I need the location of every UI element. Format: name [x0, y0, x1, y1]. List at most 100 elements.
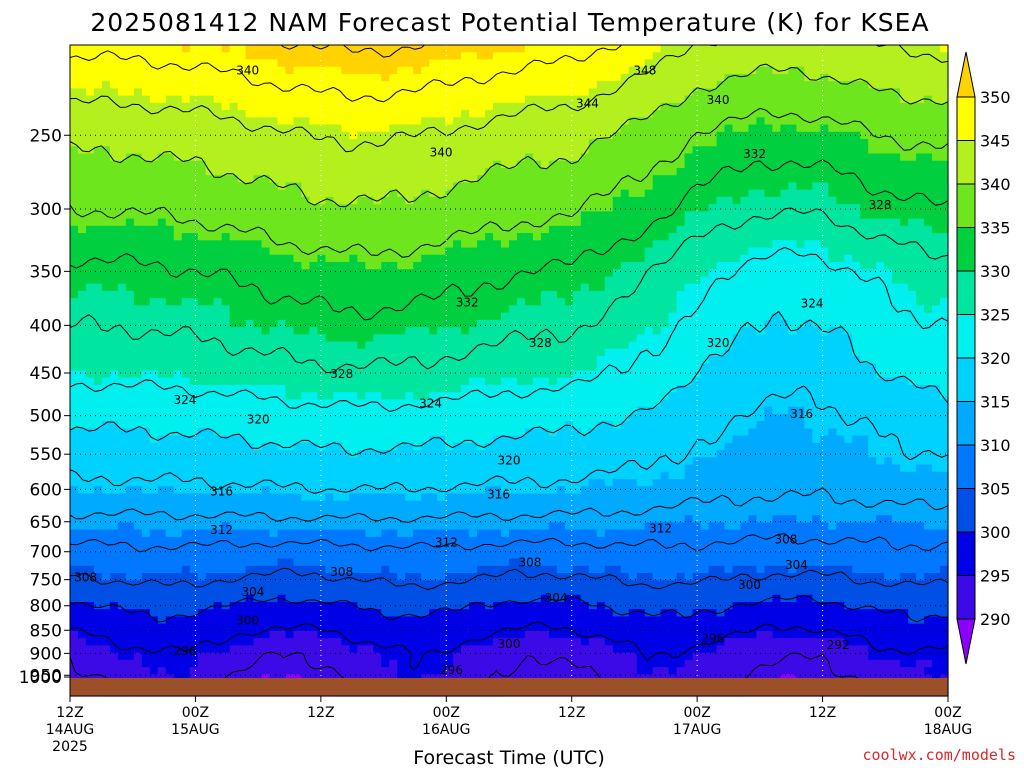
field-cell: [892, 45, 901, 53]
field-cell: [540, 312, 550, 321]
field-cell: [509, 175, 518, 184]
field-cell: [501, 189, 510, 198]
field-cell: [540, 182, 550, 191]
field-cell: [253, 175, 263, 184]
field-cell: [277, 88, 287, 97]
field-cell: [708, 298, 718, 306]
field-cell: [133, 139, 143, 147]
field-cell: [852, 45, 861, 53]
field-cell: [445, 66, 454, 75]
field-cell: [133, 110, 143, 118]
field-cell: [317, 124, 327, 133]
field-cell: [700, 312, 710, 321]
field-cell: [548, 269, 558, 278]
field-cell: [556, 182, 566, 191]
field-cell: [253, 204, 263, 212]
field-cell: [173, 334, 183, 343]
field-cell: [301, 312, 311, 321]
field-cell: [588, 160, 598, 169]
field-cell: [205, 298, 215, 306]
field-cell: [189, 175, 199, 184]
field-cell: [684, 124, 694, 133]
field-cell: [580, 160, 590, 169]
field-cell: [884, 117, 893, 126]
field-cell: [477, 189, 486, 198]
field-cell: [469, 167, 478, 176]
field-cell: [564, 312, 574, 321]
field-cell: [437, 131, 446, 140]
field-cell: [780, 341, 789, 350]
field-cell: [684, 218, 694, 227]
field-cell: [141, 59, 151, 68]
field-cell: [652, 167, 662, 176]
field-cell: [716, 182, 726, 191]
field-cell: [509, 276, 518, 285]
field-cell: [357, 66, 366, 75]
field-cell: [205, 196, 215, 205]
field-cell: [509, 298, 518, 306]
field-cell: [772, 298, 781, 306]
field-cell: [269, 225, 279, 234]
field-cell: [125, 81, 135, 89]
field-cell: [221, 211, 231, 220]
field-cell: [700, 73, 710, 82]
field-cell: [437, 334, 446, 343]
field-cell: [493, 312, 502, 321]
field-cell: [213, 283, 223, 292]
field-cell: [501, 124, 510, 133]
field-cell: [293, 102, 303, 111]
field-cell: [548, 204, 558, 212]
field-cell: [173, 124, 183, 133]
field-cell: [892, 290, 901, 299]
field-cell: [756, 211, 766, 220]
field-cell: [892, 247, 901, 256]
field-cell: [548, 160, 558, 169]
field-cell: [868, 247, 877, 256]
field-cell: [764, 283, 773, 292]
field-cell: [109, 204, 119, 212]
field-cell: [596, 167, 606, 176]
field-cell: [652, 262, 662, 270]
field-cell: [820, 211, 829, 220]
field-cell: [141, 211, 151, 220]
field-cell: [756, 225, 766, 234]
field-cell: [604, 327, 614, 335]
field-cell: [141, 370, 151, 379]
field-cell: [229, 59, 239, 68]
field-cell: [652, 131, 662, 140]
field-cell: [604, 131, 614, 140]
field-cell: [293, 189, 303, 198]
field-cell: [796, 196, 805, 205]
field-cell: [596, 334, 606, 343]
field-cell: [181, 45, 191, 53]
field-cell: [556, 298, 566, 306]
field-cell: [149, 139, 159, 147]
field-cell: [596, 66, 606, 75]
field-cell: [676, 327, 686, 335]
field-cell: [509, 182, 518, 191]
field-cell: [852, 88, 861, 97]
field-cell: [325, 45, 334, 53]
field-cell: [788, 319, 797, 328]
field-cell: [333, 59, 342, 68]
field-cell: [796, 160, 805, 169]
field-cell: [772, 363, 781, 372]
field-cell: [844, 59, 853, 68]
field-cell: [301, 196, 311, 205]
field-cell: [820, 348, 829, 357]
field-cell: [612, 240, 622, 249]
field-cell: [269, 95, 279, 104]
field-cell: [844, 319, 853, 328]
field-cell: [421, 66, 430, 75]
field-cell: [461, 283, 470, 292]
field-cell: [277, 363, 287, 372]
field-cell: [916, 59, 925, 68]
field-cell: [253, 45, 263, 53]
field-cell: [620, 254, 630, 263]
field-cell: [932, 117, 941, 126]
field-cell: [125, 298, 135, 306]
field-cell: [133, 88, 143, 97]
field-cell: [277, 110, 287, 118]
field-cell: [101, 182, 111, 191]
field-cell: [293, 305, 303, 314]
